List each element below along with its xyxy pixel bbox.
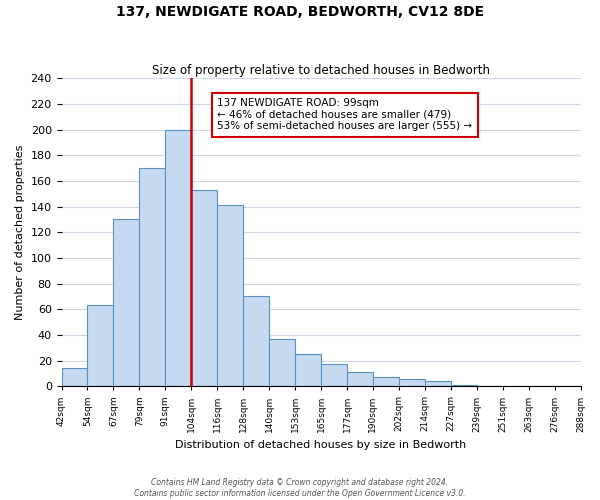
Bar — [321, 364, 347, 386]
Bar — [373, 378, 399, 386]
Bar — [191, 190, 217, 386]
Bar — [451, 385, 477, 386]
Bar — [399, 378, 425, 386]
Text: 137 NEWDIGATE ROAD: 99sqm
← 46% of detached houses are smaller (479)
53% of semi: 137 NEWDIGATE ROAD: 99sqm ← 46% of detac… — [217, 98, 472, 132]
Bar — [139, 168, 166, 386]
Text: 137, NEWDIGATE ROAD, BEDWORTH, CV12 8DE: 137, NEWDIGATE ROAD, BEDWORTH, CV12 8DE — [116, 5, 484, 19]
Y-axis label: Number of detached properties: Number of detached properties — [15, 144, 25, 320]
Bar — [113, 220, 139, 386]
Bar — [243, 296, 269, 386]
Bar — [347, 372, 373, 386]
Bar — [217, 206, 243, 386]
Bar — [269, 339, 295, 386]
Bar — [166, 130, 191, 386]
Bar — [295, 354, 321, 386]
Title: Size of property relative to detached houses in Bedworth: Size of property relative to detached ho… — [152, 64, 490, 77]
Bar — [425, 381, 451, 386]
Text: Contains HM Land Registry data © Crown copyright and database right 2024.
Contai: Contains HM Land Registry data © Crown c… — [134, 478, 466, 498]
Bar — [88, 306, 113, 386]
Bar — [62, 368, 88, 386]
X-axis label: Distribution of detached houses by size in Bedworth: Distribution of detached houses by size … — [175, 440, 467, 450]
